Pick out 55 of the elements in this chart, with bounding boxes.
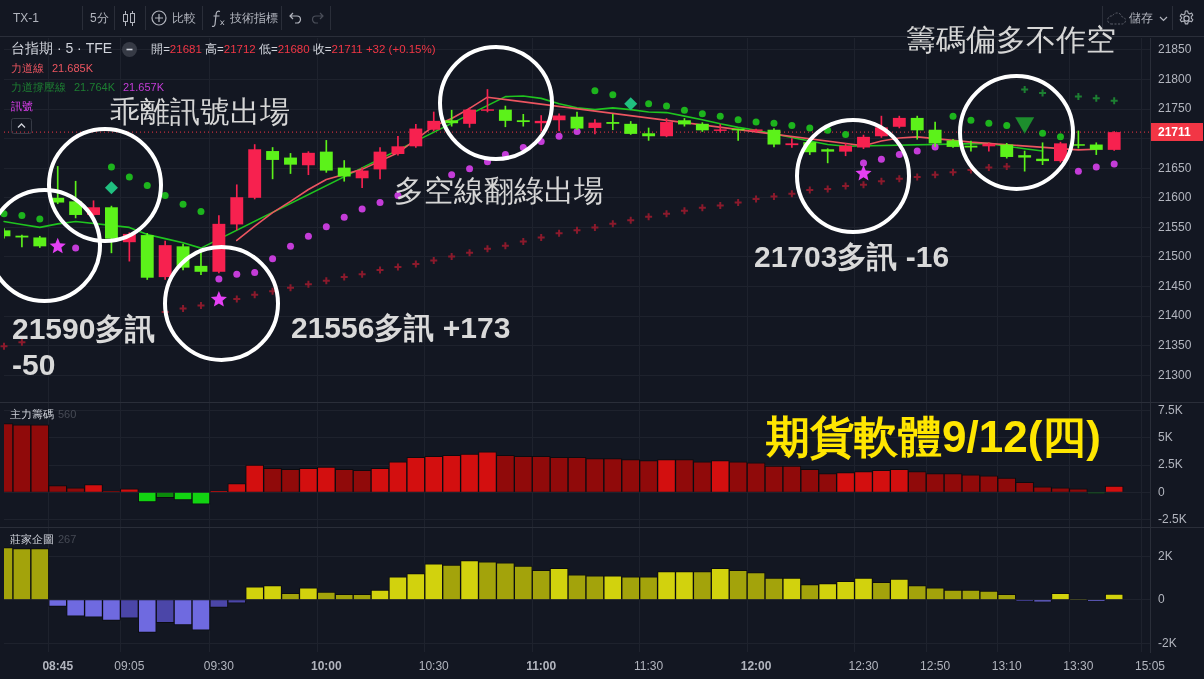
x-tick-label: 10:30 xyxy=(418,658,450,673)
x-tick-label: 09:30 xyxy=(203,658,235,673)
y-tick-label: -2K xyxy=(1158,635,1177,650)
y-tick-label: 21350 xyxy=(1158,338,1192,353)
annotation: 乖離訊號出場 xyxy=(110,94,290,130)
y-tick-label: 21500 xyxy=(1158,249,1192,264)
y-tick-label: 21650 xyxy=(1158,160,1192,175)
x-tick-label: 15:05 xyxy=(1134,658,1166,673)
x-tick-label: 10:00 xyxy=(310,658,342,673)
x-tick-label: 13:10 xyxy=(991,658,1023,673)
text: 技術指標 xyxy=(230,11,278,26)
annotation: 期貨軟體9/12(四) xyxy=(766,411,1101,463)
ref-line-label: 21711 xyxy=(1158,124,1192,139)
text: TX-1 xyxy=(13,11,40,26)
text: 主力籌碼 xyxy=(10,408,54,422)
y-tick-label: 2K xyxy=(1158,548,1173,563)
y-tick-label: 21550 xyxy=(1158,219,1192,234)
text: 力道線 xyxy=(11,60,44,76)
y-tick-label: 21400 xyxy=(1158,308,1192,323)
text: 力道撐壓線 xyxy=(11,79,66,95)
y-tick-label: 21850 xyxy=(1158,42,1192,57)
text: 訊號 xyxy=(11,98,33,114)
x-tick-label: 09:05 xyxy=(114,658,145,673)
y-tick-label: 21750 xyxy=(1158,101,1192,116)
chart-title: 莊家企圖 xyxy=(10,533,54,547)
y-tick-label: 21300 xyxy=(1158,367,1192,382)
annotation: 21.685K xyxy=(52,62,93,74)
y-tick-label: 7.5K xyxy=(1158,402,1183,417)
y-tick-label: -2.5K xyxy=(1158,511,1187,526)
annotation: 21.657K xyxy=(122,81,164,93)
x-tick-label: 12:30 xyxy=(848,658,879,673)
x-tick-label: 11:30 xyxy=(634,658,664,673)
text: 比較 xyxy=(172,11,196,26)
x-tick-label: 08:45 xyxy=(42,658,74,673)
x-tick-label: 13:30 xyxy=(1063,658,1094,673)
chart-title: 台指期 · 5 · TFE xyxy=(11,40,113,58)
x-tick-label: 12:00 xyxy=(740,658,772,673)
annotation: 籌碼偏多不作空 xyxy=(906,22,1116,58)
y-tick-label: 2.5K xyxy=(1158,457,1183,472)
annotation: 多空線翻綠出場 xyxy=(394,173,604,209)
annotation: 21.764K xyxy=(74,81,115,93)
y-tick-label: 0 xyxy=(1158,592,1165,607)
x-tick-label: 11:00 xyxy=(526,658,557,673)
annotation: 21703多訊 -16 xyxy=(754,239,950,275)
y-tick-label: 0 xyxy=(1158,484,1165,499)
text: 5分 xyxy=(90,11,109,26)
y-tick-label: 21600 xyxy=(1158,190,1192,205)
annotation: 21556多訊 +173 xyxy=(291,310,511,346)
chart-subtitle: 開=21681 高=21712 低=21680 收=21711 +32 (+0.15%) xyxy=(151,42,436,55)
y-tick-label: 5K xyxy=(1158,430,1173,445)
x-tick-label: 12:50 xyxy=(920,658,951,673)
y-tick-label: 21800 xyxy=(1158,71,1192,86)
y-tick-label: 21450 xyxy=(1158,278,1192,293)
annotation: 21590多訊 -50 xyxy=(12,311,157,383)
text: 儲存 xyxy=(1129,11,1153,26)
